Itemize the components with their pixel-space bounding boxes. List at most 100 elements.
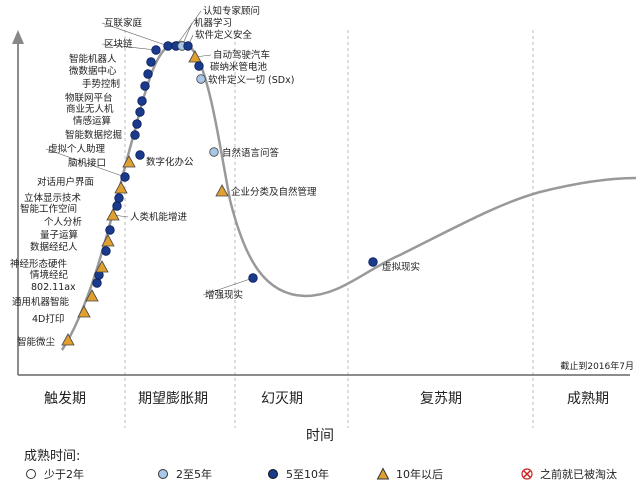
callout-line [101,43,157,51]
tech-marker [151,45,161,55]
tech-label: 区块链 [104,38,133,50]
tech-label: 人类机能增进 [130,211,188,223]
tech-marker [137,96,147,106]
tech-marker [135,150,145,160]
tech-marker [120,172,130,182]
tech-marker [132,119,142,129]
tech-label: 情境经纪 [30,269,69,281]
tech-marker [77,305,91,318]
tech-label: 企业分类及自然管理 [231,186,317,198]
phase-label: 触发期 [44,391,86,407]
date-note: 截止到2016年7月 [560,360,634,372]
tech-marker [135,107,145,117]
legend-item-5to10: 5至10年 [266,466,329,482]
legend-item-obsolete: 之前就已被淘汰 [520,466,617,482]
tech-label: 神经形态硬件 [10,258,68,270]
tech-label: 虚拟现实 [382,261,420,273]
tech-marker [130,130,140,140]
tech-label: 机器学习 [194,17,232,29]
tech-label: 对话用户界面 [37,176,94,188]
tech-marker [101,234,115,247]
tech-marker [114,181,128,194]
tech-label: 量子运算 [40,229,78,241]
tech-label: 自然语言问答 [222,147,280,159]
tech-marker [105,225,115,235]
tech-marker [101,246,111,256]
tech-label: 碳纳米管电池 [210,61,268,73]
tech-label: 增强现实 [205,289,243,301]
tech-label: 虚拟个人助理 [48,143,106,155]
tech-label: 4D打印 [32,313,64,325]
tech-label: 802.11ax [31,282,76,293]
tech-label: 智能工作空间 [20,203,77,215]
tech-marker [106,208,120,221]
legend-label-gt10: 10年以后 [396,468,443,481]
tech-label: 智能微尘 [17,336,56,348]
x-axis-title: 时间 [306,428,334,444]
tech-marker [215,184,229,197]
tech-label: 软件定义安全 [195,29,253,41]
tech-label: 通用机器智能 [12,296,70,308]
tech-label: 物联网平台 [65,92,113,104]
dark-blue-circle-icon [268,469,278,479]
tech-label: 个人分析 [44,216,83,228]
tech-marker [163,41,173,51]
tech-label: 立体显示技术 [24,192,82,204]
tech-label: 商业无人机 [66,103,114,115]
tech-marker [146,57,156,67]
technology-markers [61,41,378,346]
callout-line [202,277,254,296]
phase-label: 复苏期 [420,390,462,407]
light-blue-circle-icon [158,469,168,479]
tech-label: 智能机器人 [69,53,117,65]
tech-label: 手势控制 [82,78,120,90]
tech-marker [92,278,102,288]
tech-marker [114,193,124,203]
tech-marker [368,257,378,267]
tech-label: 数据经纪人 [30,241,78,253]
legend-label-2to5: 2至5年 [176,468,212,481]
phase-label: 成熟期 [567,391,609,407]
phase-label: 幻灭期 [261,391,303,407]
tech-label: 软件定义一切 (SDx) [208,74,294,86]
tech-marker [196,74,206,84]
orange-triangle-icon [376,467,390,480]
legend-label-lt2: 少于2年 [44,468,84,481]
tech-marker [61,333,75,346]
tech-marker [183,41,193,51]
tech-label: 认知专家顾问 [203,5,260,17]
legend-title: 成熟时间: [24,449,81,464]
tech-marker [140,81,150,91]
tech-label: 自动驾驶汽车 [213,49,270,61]
legend-item-gt10: 10年以后 [376,466,443,482]
legend-label-5to10: 5至10年 [286,468,329,481]
callout-line [101,22,169,47]
tech-marker [112,201,122,211]
tech-marker [85,289,99,302]
tech-marker [188,50,202,63]
tech-marker [248,273,258,283]
tech-label: 智能数据挖掘 [65,129,122,141]
tech-label: 脑机接口 [68,157,106,169]
callout-line [45,148,126,178]
legend-label-obsolete: 之前就已被淘汰 [540,468,617,481]
tech-label: 数字化办公 [146,156,194,168]
legend-item-2to5: 2至5年 [156,466,212,482]
legend: 成熟时间: 少于2年 2至5年 5至10年 10年以后 之前就已被淘汰 [8,445,636,489]
phase-labels: 触发期 期望膨胀期 幻灭期 复苏期 成熟期 [44,390,609,407]
callout-line [175,10,202,47]
tech-label: 互联家庭 [104,17,143,29]
phase-label: 期望膨胀期 [138,390,208,407]
tech-label: 情感运算 [73,115,111,127]
legend-item-lt2: 少于2年 [24,466,84,482]
tech-marker [122,155,136,168]
tech-label: 微数据中心 [69,65,117,77]
tech-marker [95,260,109,273]
tech-marker [209,147,219,157]
y-axis-arrow-icon [12,30,24,44]
red-cross-circle-icon [521,468,533,480]
white-circle-icon [26,469,36,479]
phase-separators [124,30,534,428]
